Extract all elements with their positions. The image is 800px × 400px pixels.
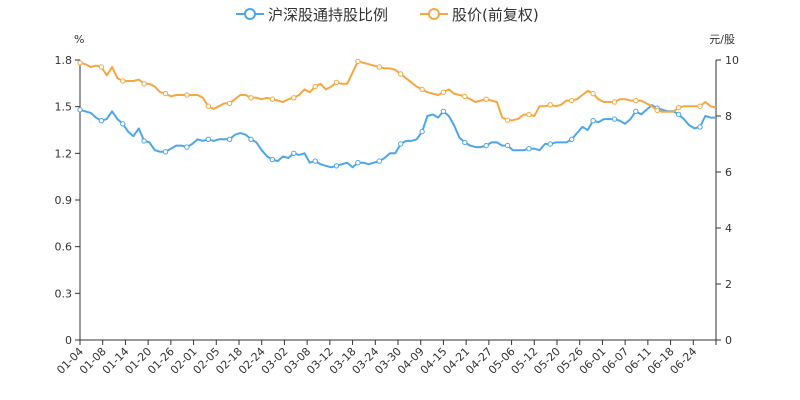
series-price-point[interactable] xyxy=(697,103,703,109)
series-holding-point[interactable] xyxy=(547,141,553,147)
series-holding-point[interactable] xyxy=(120,121,126,127)
series-holding-point[interactable] xyxy=(141,138,147,144)
series-price-point[interactable] xyxy=(569,97,575,104)
series-holding-point[interactable] xyxy=(248,136,254,143)
series-holding-point[interactable] xyxy=(611,116,618,122)
y-right-tick-label: 6 xyxy=(725,166,732,179)
series-price-point[interactable] xyxy=(162,90,169,97)
series-holding-point[interactable] xyxy=(419,128,425,135)
y-left-tick-label: 0 xyxy=(65,334,72,347)
series-holding-point[interactable] xyxy=(205,136,212,143)
series-holding-point[interactable] xyxy=(697,124,703,130)
series-holding-point[interactable] xyxy=(675,111,682,118)
legend-item-price[interactable]: 股价(前复权) xyxy=(420,6,539,24)
y-right-tick-label: 2 xyxy=(725,278,732,291)
series-price-point[interactable] xyxy=(226,100,233,107)
series-price-point[interactable] xyxy=(675,104,682,111)
series-holding-point[interactable] xyxy=(184,144,190,150)
series-holding-point[interactable] xyxy=(77,107,83,113)
series-holding-point[interactable] xyxy=(355,160,361,166)
series-holding-point[interactable] xyxy=(226,136,233,143)
series-holding-point[interactable] xyxy=(291,150,297,157)
series-price-point[interactable] xyxy=(141,81,147,87)
y-right-tick-label: 10 xyxy=(725,54,739,67)
series-price-point[interactable] xyxy=(184,92,190,98)
series-price-point[interactable] xyxy=(333,79,340,86)
series-price-point[interactable] xyxy=(312,83,318,90)
series-holding-point[interactable] xyxy=(269,156,276,163)
y-left-ticks: 0 0.3 0.6 0.9 1.2 1.5 1.8 xyxy=(55,54,80,347)
y-left-unit: % xyxy=(74,33,84,46)
series-price-point[interactable] xyxy=(504,117,511,123)
series-holding-point[interactable] xyxy=(440,108,447,115)
series-layer xyxy=(77,58,717,169)
legend-holding-label: 沪深股通持股比例 xyxy=(268,6,388,24)
series-holding-line xyxy=(79,104,716,169)
y-left-tick-label: 1.2 xyxy=(55,147,73,160)
series-price-point[interactable] xyxy=(376,64,382,70)
series-price-point[interactable] xyxy=(205,103,212,109)
y-right-tick-label: 8 xyxy=(725,110,732,123)
series-price-point[interactable] xyxy=(269,96,276,102)
x-tick-label: 06-24 xyxy=(668,345,700,377)
y-right-tick-label: 4 xyxy=(725,222,732,235)
legend-item-holding[interactable]: 沪深股通持股比例 xyxy=(236,6,388,24)
series-price-point[interactable] xyxy=(77,60,83,66)
series-price-point[interactable] xyxy=(590,90,596,97)
legend-price-label: 股价(前复权) xyxy=(452,6,539,24)
series-holding-point[interactable] xyxy=(376,158,382,164)
y-left-tick-label: 0.6 xyxy=(55,241,73,254)
x-ticks: 01-0401-0801-1401-2001-2602-0102-0502-18… xyxy=(54,340,717,377)
series-holding-point[interactable] xyxy=(333,163,340,169)
series-price-point[interactable] xyxy=(440,89,447,95)
series-price-line xyxy=(79,60,717,122)
y-right-unit: 元/股 xyxy=(709,33,735,46)
series-price-point[interactable] xyxy=(611,99,618,105)
series-price-point[interactable] xyxy=(547,102,553,108)
series-holding-point[interactable] xyxy=(633,108,639,115)
series-price xyxy=(77,58,717,123)
legend-holding-marker xyxy=(244,8,256,20)
y-left-tick-label: 1.8 xyxy=(55,54,73,67)
y-right-tick-label: 0 xyxy=(725,334,732,347)
series-holding-point[interactable] xyxy=(526,146,532,152)
y-left-tick-label: 0.9 xyxy=(55,194,73,207)
series-holding-point[interactable] xyxy=(398,141,404,147)
legend-price-marker xyxy=(428,8,440,20)
series-price-point[interactable] xyxy=(398,71,404,77)
series-holding-point[interactable] xyxy=(98,118,105,124)
series-holding-point[interactable] xyxy=(569,136,575,143)
series-price-point[interactable] xyxy=(483,96,489,102)
series-price-point[interactable] xyxy=(248,95,254,101)
series-holding-point[interactable] xyxy=(462,139,468,146)
y-left-tick-label: 0.3 xyxy=(55,287,73,300)
series-price-point[interactable] xyxy=(291,95,297,101)
series-holding-point[interactable] xyxy=(312,158,318,164)
y-left-tick-label: 1.5 xyxy=(55,101,73,114)
series-price-point[interactable] xyxy=(526,111,532,118)
series-holding-point[interactable] xyxy=(504,142,511,149)
legend: 沪深股通持股比例 股价(前复权) xyxy=(236,6,539,24)
series-holding-point[interactable] xyxy=(483,142,489,149)
axes xyxy=(79,60,717,341)
series-price-point[interactable] xyxy=(462,93,468,100)
series-holding xyxy=(77,104,716,169)
series-price-point[interactable] xyxy=(419,86,425,93)
series-price-point[interactable] xyxy=(633,97,639,104)
y-right-ticks: 0 2 4 6 8 10 xyxy=(716,54,739,347)
series-price-point[interactable] xyxy=(654,107,660,114)
series-holding-point[interactable] xyxy=(590,118,596,124)
series-price-point[interactable] xyxy=(120,78,126,84)
series-holding-point[interactable] xyxy=(162,149,169,155)
series-price-point[interactable] xyxy=(98,64,105,70)
series-price-point[interactable] xyxy=(355,58,361,65)
